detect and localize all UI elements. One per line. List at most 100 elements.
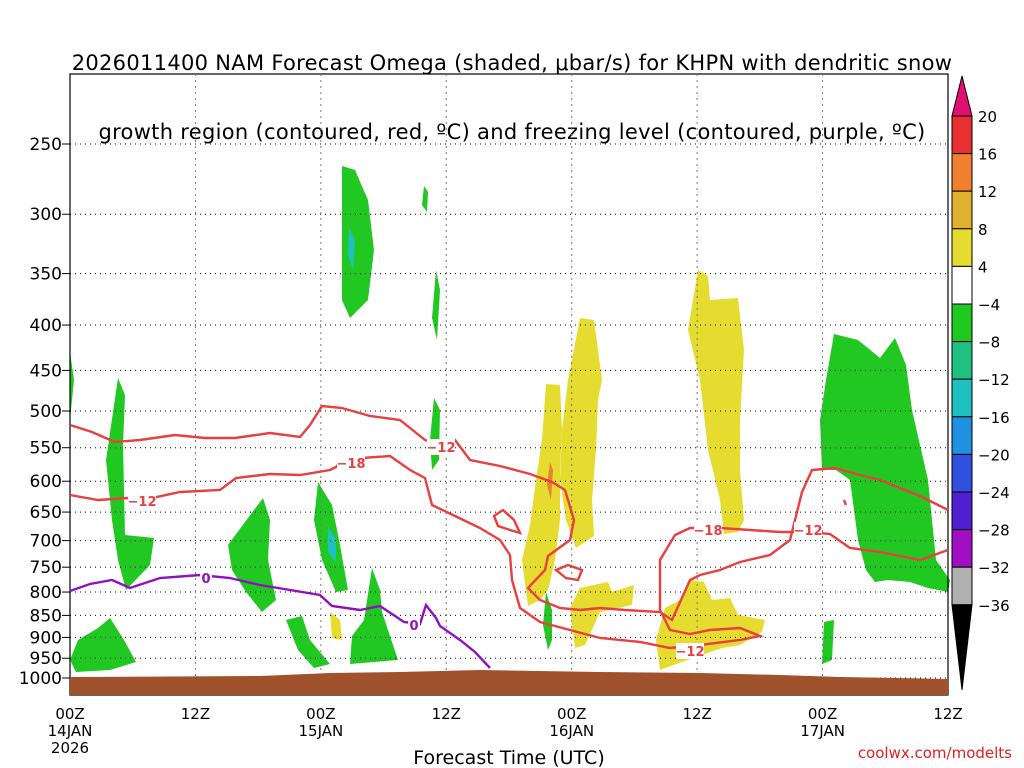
y-tick-label: 400 <box>30 316 62 336</box>
colorbar-segment <box>951 228 973 267</box>
omega-area-green <box>820 334 950 592</box>
x-tick-label: 00Z <box>557 705 586 723</box>
x-axis-title: Forecast Time (UTC) <box>413 747 604 768</box>
colorbar-segment <box>951 453 973 493</box>
y-tick-label: 650 <box>30 503 62 523</box>
omega-area-green <box>432 270 440 340</box>
x-tick-date: 16JAN <box>549 722 594 740</box>
y-tick-label: 900 <box>30 628 62 648</box>
dgz-contour-label: −18 <box>694 524 723 539</box>
omega-area-green <box>70 618 136 672</box>
omega-area-green <box>286 616 330 668</box>
dgz-contour-line <box>69 454 949 650</box>
dgz-contour-label: −12 <box>794 524 823 539</box>
colorbar-label: −8 <box>978 334 1000 352</box>
omega-area-yellow <box>688 270 744 534</box>
plot-grid <box>70 74 948 695</box>
y-tick-label: 450 <box>30 361 62 381</box>
plot-frame <box>69 73 949 696</box>
chart-title-line1: 2026011400 NAM Forecast Omega (shaded, μ… <box>71 51 953 75</box>
colorbar-segment <box>951 265 973 305</box>
omega-area-cyan <box>328 526 336 562</box>
x-tick-label: 00Z <box>808 705 837 723</box>
plot-border <box>69 73 949 696</box>
y-tick-label: 550 <box>30 439 62 459</box>
omega-area-yellow <box>570 582 634 648</box>
source-credit: coolwx.com/modelts <box>857 744 1012 762</box>
colorbar-segment <box>951 491 973 531</box>
colorbar-label: 12 <box>978 183 997 201</box>
colorbar-label: −28 <box>978 522 1010 540</box>
dgz-contour-label: −12 <box>427 441 456 456</box>
omega-area-yellow <box>656 580 765 670</box>
omega-area-green <box>106 378 154 590</box>
dgz-contour-line <box>492 508 523 535</box>
colorbar-label: −36 <box>978 597 1010 615</box>
colorbar-label: 4 <box>978 258 988 276</box>
y-tick-label: 1000 <box>19 669 62 689</box>
y-tick-label: 700 <box>30 532 62 552</box>
colorbar-label: 8 <box>978 221 988 239</box>
contour-label-bg <box>337 455 365 471</box>
colorbar-segment <box>951 566 973 606</box>
y-tick-label: 950 <box>30 649 62 669</box>
colorbar-label: −16 <box>978 409 1010 427</box>
colorbar-segment <box>951 115 973 155</box>
omega-area-yellow <box>522 384 562 606</box>
y-tick-label: 250 <box>30 135 62 155</box>
omega-area-green <box>350 568 398 664</box>
chart-title-line2: growth region (contoured, red, ºC) and f… <box>98 120 926 144</box>
colorbar-label: 20 <box>978 108 997 126</box>
x-tick-label: 00Z <box>55 705 84 723</box>
chart-title: 2026011400 NAM Forecast Omega (shaded, μ… <box>0 6 1024 167</box>
x-tick-date: 15JAN <box>298 722 343 740</box>
omega-shading <box>70 166 950 672</box>
x-tick-label: 12Z <box>432 705 461 723</box>
colorbar-segment <box>951 378 973 418</box>
y-tick-label: 750 <box>30 558 62 578</box>
colorbar-label: −24 <box>978 484 1010 502</box>
freezing-contour-line <box>69 573 491 669</box>
colorbar-label: 16 <box>978 146 997 164</box>
freezing-contours <box>69 573 491 669</box>
contour-label-bg <box>694 522 722 538</box>
colorbar-label: −12 <box>978 371 1010 389</box>
omega-area-green <box>70 352 74 420</box>
y-tick-label: 850 <box>30 606 62 626</box>
colorbar-segment <box>951 303 973 343</box>
colorbar-segment <box>951 153 973 192</box>
omega-area-cyan <box>348 228 355 270</box>
colorbar-segment <box>951 529 973 568</box>
freezing-contour-label: 0 <box>201 572 210 587</box>
contour-label-bg <box>427 439 455 455</box>
axes: 2503003504004505005506006507007508008509… <box>19 135 963 757</box>
omega-area-green <box>543 592 552 650</box>
freezing-contour-label: 0 <box>409 619 418 634</box>
colorbar-label: −4 <box>978 296 1000 314</box>
omega-area-green <box>430 398 440 470</box>
colorbar-top-arrow <box>951 75 973 117</box>
dgz-contour-line <box>842 499 848 506</box>
omega-area-yellow <box>560 318 602 548</box>
colorbar-label: −32 <box>978 559 1010 577</box>
dgz-contour-label: −18 <box>337 457 366 472</box>
dgz-contour-line <box>553 563 584 582</box>
y-tick-label: 500 <box>30 402 62 422</box>
omega-area-green <box>342 166 374 318</box>
y-tick-label: 600 <box>30 472 62 492</box>
y-tick-label: 800 <box>30 583 62 603</box>
colorbar: 20 16 12 8 4 −4 −8 −12 −16 −20 −24 −28 −32 −36 <box>951 75 1010 691</box>
x-tick-label: 12Z <box>682 705 711 723</box>
y-tick-label: 300 <box>30 205 62 225</box>
y-tick-label: 350 <box>30 265 62 285</box>
contour-label-bg <box>408 617 420 632</box>
dgz-contour-label: −12 <box>676 645 705 660</box>
x-tick-label: 12Z <box>933 705 962 723</box>
omega-area-green <box>822 620 834 664</box>
x-tick-year: 2026 <box>51 739 89 757</box>
dgz-contour-line <box>69 404 949 622</box>
colorbar-label: −20 <box>978 446 1010 464</box>
colorbar-segment <box>951 190 973 230</box>
omega-area-green <box>422 186 428 212</box>
